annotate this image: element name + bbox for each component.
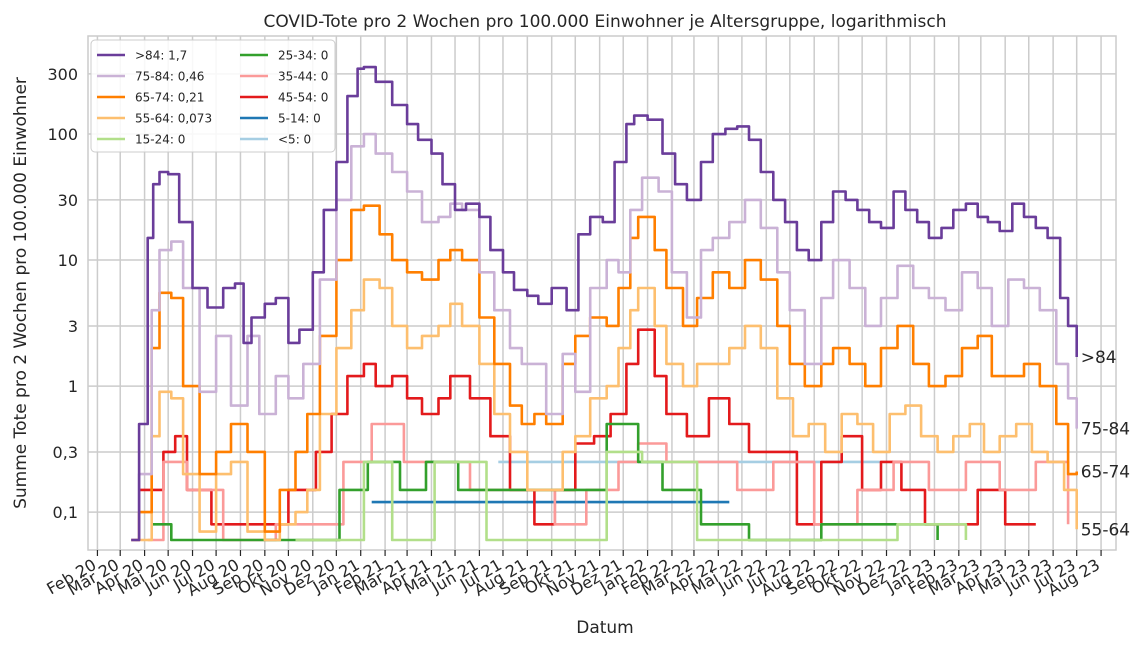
y-tick-label: 1 [68,377,78,396]
legend-label-65-74: 65-74: 0,21 [135,91,204,105]
legend-label-45-54: 45-54: 0 [278,91,328,105]
y-axis-label: Summe Tote pro 2 Wochen pro 100.000 Einw… [11,77,31,509]
legend-label-15-24: 15-24: 0 [135,133,185,147]
y-tick-label: 0,3 [53,443,78,462]
legend-box [90,39,336,153]
legend-label-75-84: 75-84: 0,46 [135,70,204,84]
legend: >84: 1,7 75-84: 0,46 65-74: 0,21 55-64: 0,0… [90,39,336,153]
series-line-gt84 [131,65,1078,542]
plot-frame [87,35,1117,551]
legend-label-25-34: 25-34: 0 [278,49,328,63]
series-line-25-34 [151,422,939,542]
end-label-75-84: 75-84 [1081,420,1130,440]
legend-label-lt5: <5: 0 [278,133,311,147]
series-line-75-84 [131,132,1078,542]
y-tick-label: 10 [58,251,78,270]
series-line-55-64 [135,278,1078,542]
series-layer [131,65,1078,542]
series-line-15-24 [295,450,968,542]
y-tick-label: 3 [68,317,78,336]
end-label-65-74: 65-74 [1081,462,1130,482]
end-label-55-64: 55-64 [1081,520,1130,540]
x-axis-label: Datum [576,618,634,638]
end-label-gt84: >84 [1081,348,1117,368]
y-tick-label: 300 [47,65,78,84]
y-tick-label: 100 [47,125,78,144]
y-tick-label: 0,1 [53,503,78,522]
y-axis-ticks: 0,1 0,3 1 3 10 30 100 300 [47,65,78,522]
x-tick-label: Aug 23 [1044,555,1103,600]
end-labels: >84 75-84 65-74 55-64 [1081,348,1130,540]
legend-label-35-44: 35-44: 0 [278,70,328,84]
chart-title: COVID-Tote pro 2 Wochen pro 100.000 Einw… [263,12,946,32]
legend-label-gt84: >84: 1,7 [135,49,187,63]
y-tick-label: 30 [58,191,78,210]
legend-label-55-64: 55-64: 0,073 [135,112,212,126]
legend-label-5-14: 5-14: 0 [278,112,321,126]
